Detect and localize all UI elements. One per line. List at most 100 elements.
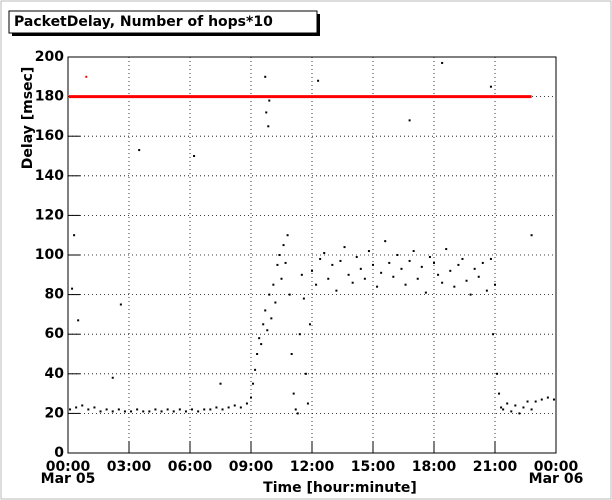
data-point bbox=[477, 275, 480, 278]
data-point bbox=[420, 265, 423, 268]
data-point bbox=[506, 402, 509, 405]
data-point bbox=[265, 111, 268, 114]
data-point bbox=[453, 285, 456, 288]
data-point bbox=[552, 398, 555, 401]
data-point bbox=[267, 125, 270, 128]
data-point bbox=[71, 287, 74, 290]
data-point bbox=[526, 400, 529, 403]
data-point bbox=[292, 392, 295, 395]
data-point bbox=[81, 404, 84, 407]
data-point bbox=[193, 155, 196, 157]
data-point bbox=[111, 376, 114, 379]
x-tick-label: 21:00 bbox=[473, 459, 518, 475]
data-point bbox=[264, 309, 267, 312]
data-point bbox=[335, 289, 338, 292]
x-date-label: Mar 06 bbox=[529, 471, 584, 487]
data-point bbox=[294, 408, 297, 411]
data-point bbox=[380, 271, 383, 274]
data-point bbox=[197, 410, 200, 413]
data-point bbox=[514, 404, 517, 407]
data-point bbox=[367, 250, 370, 253]
x-tick-label: 06:00 bbox=[168, 459, 213, 475]
data-point bbox=[500, 406, 503, 409]
data-point bbox=[239, 406, 242, 409]
data-point bbox=[160, 410, 163, 413]
data-point bbox=[491, 333, 494, 336]
data-point bbox=[302, 297, 305, 300]
data-point bbox=[404, 283, 407, 286]
data-point bbox=[363, 277, 366, 280]
data-point bbox=[540, 398, 543, 401]
data-point bbox=[441, 281, 444, 284]
data-point bbox=[481, 261, 484, 264]
data-point bbox=[343, 246, 346, 249]
data-point bbox=[384, 240, 387, 243]
data-point bbox=[266, 329, 269, 332]
data-point bbox=[530, 408, 533, 411]
data-point bbox=[298, 333, 301, 336]
data-point bbox=[518, 412, 521, 415]
data-point bbox=[296, 412, 299, 415]
y-tick-label: 200 bbox=[35, 49, 64, 65]
data-point bbox=[148, 410, 151, 413]
data-point bbox=[75, 406, 78, 409]
data-point bbox=[530, 234, 533, 237]
data-point bbox=[323, 252, 326, 255]
data-point bbox=[166, 408, 169, 411]
data-point bbox=[233, 404, 236, 407]
data-point bbox=[433, 261, 435, 264]
data-point bbox=[331, 263, 334, 266]
data-point bbox=[546, 396, 549, 399]
data-point bbox=[351, 281, 354, 284]
data-point bbox=[264, 75, 267, 78]
data-point bbox=[245, 402, 248, 405]
y-axis-label: Delay [msec] bbox=[20, 67, 36, 169]
y-tick-label: 140 bbox=[35, 168, 64, 184]
data-point bbox=[130, 410, 133, 413]
data-point bbox=[254, 368, 257, 371]
data-point bbox=[489, 257, 492, 260]
data-point bbox=[496, 372, 499, 375]
data-point bbox=[172, 410, 175, 413]
data-point bbox=[184, 410, 187, 413]
data-point bbox=[278, 254, 281, 256]
data-point bbox=[178, 408, 181, 411]
data-point bbox=[77, 319, 80, 322]
data-point bbox=[268, 293, 271, 296]
data-point bbox=[359, 267, 362, 270]
data-point bbox=[339, 259, 342, 262]
data-point bbox=[502, 408, 505, 411]
data-point bbox=[209, 408, 212, 411]
data-point bbox=[288, 293, 291, 296]
data-point bbox=[388, 261, 391, 264]
data-point bbox=[286, 234, 289, 237]
data-point bbox=[93, 406, 96, 409]
data-point bbox=[300, 273, 303, 276]
data-point bbox=[250, 396, 252, 399]
data-point bbox=[282, 244, 285, 247]
data-point bbox=[272, 283, 275, 286]
title-box bbox=[8, 10, 318, 34]
data-point bbox=[396, 254, 399, 256]
data-point bbox=[319, 257, 322, 260]
x-tick-label: 15:00 bbox=[351, 459, 396, 475]
data-point bbox=[258, 337, 261, 340]
data-point bbox=[445, 248, 448, 251]
data-point bbox=[227, 406, 230, 409]
data-point bbox=[392, 275, 395, 278]
x-tick-label: 18:00 bbox=[412, 459, 457, 475]
data-point bbox=[457, 263, 460, 266]
data-point bbox=[465, 279, 468, 282]
y-tick-label: 20 bbox=[45, 405, 65, 421]
data-point bbox=[260, 343, 263, 346]
data-point bbox=[347, 273, 350, 276]
data-point bbox=[290, 353, 293, 355]
y-tick-label: 120 bbox=[35, 207, 64, 223]
data-point bbox=[306, 402, 309, 405]
data-point bbox=[304, 372, 307, 375]
data-point bbox=[105, 408, 108, 411]
data-point bbox=[276, 263, 279, 266]
data-point bbox=[87, 408, 90, 411]
data-point bbox=[376, 285, 379, 288]
